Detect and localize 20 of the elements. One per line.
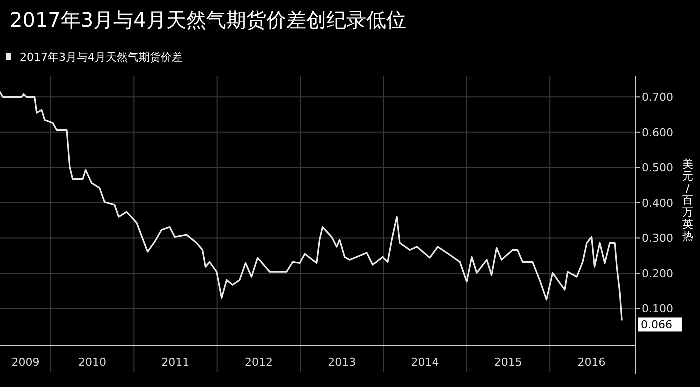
- y-tick-label: 0.200: [642, 267, 674, 280]
- line-series: [0, 91, 623, 322]
- x-tick-label: 2011: [162, 356, 190, 369]
- x-tick-label: 2015: [494, 356, 522, 369]
- x-tick-label: 2012: [245, 356, 273, 369]
- y-tick-label: 0.500: [642, 162, 674, 175]
- annotation: 0.066: [641, 318, 672, 332]
- x-tick-label: 2016: [578, 356, 606, 369]
- legend-label: 2017年3月与4月天然气期货价差: [20, 51, 183, 64]
- y-tick-label: 0.600: [642, 126, 674, 140]
- y-tick-label: 0.700: [642, 91, 674, 104]
- x-tick-label: 2013: [328, 356, 356, 369]
- x-tick-label: 2014: [411, 356, 440, 369]
- y-tick-label: 0.400: [642, 196, 674, 210]
- chart-title: 2017年3月与4月天然气期货价差创纪录低位: [10, 8, 406, 32]
- y-tick-label: 0.300: [642, 232, 674, 246]
- x-tick-label: 2010: [78, 356, 106, 369]
- y-axis-title: 美元/百万英热: [682, 158, 694, 243]
- x-tick-label: 2009: [12, 356, 40, 369]
- y-tick-label: 0.100: [642, 302, 674, 316]
